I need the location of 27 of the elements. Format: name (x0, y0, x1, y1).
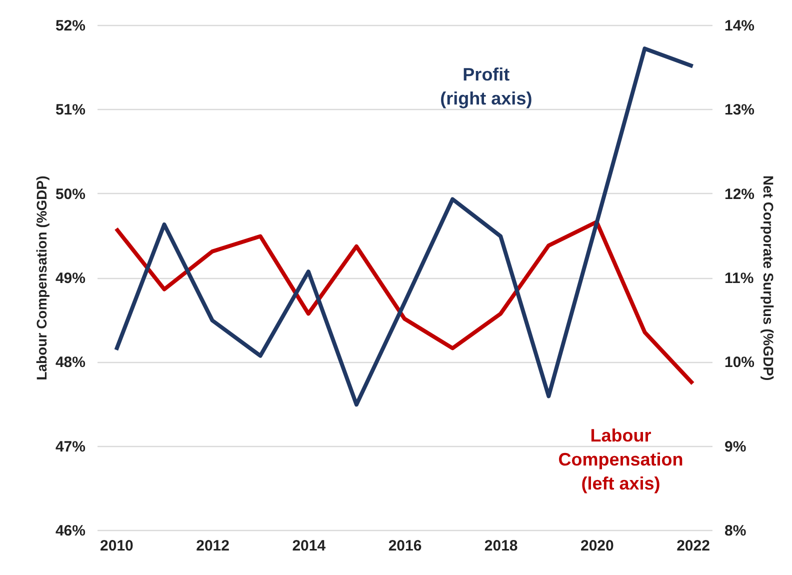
x-tick-label: 2012 (196, 538, 230, 554)
text: Profit (right axis) (440, 64, 532, 108)
x-tick-label: 2014 (292, 538, 326, 554)
x-tick-label: 2010 (100, 538, 134, 554)
line-series (114, 46, 695, 407)
line-series (114, 220, 695, 386)
y2-tick-label: 14% (724, 18, 755, 34)
y-tick-label: 47% (55, 438, 86, 456)
x-tick-label: 2022 (676, 538, 710, 554)
y2-axis-title: Net Corporate Surplus (%GDP) (760, 175, 777, 381)
text: Labour Compensation (left axis) (558, 426, 684, 494)
y2-tick-label: 8% (724, 522, 746, 540)
y-tick-label: 48% (55, 354, 86, 372)
y-tick-label: 50% (55, 186, 86, 203)
y2-tick-label: 12% (724, 186, 755, 203)
y-axis-title: Labour Compensation (%GDP) (33, 176, 50, 380)
x-tick-label: 2018 (484, 538, 518, 554)
y2-tick-label: 10% (724, 354, 755, 372)
y2-tick-label: 9% (724, 438, 746, 456)
y-tick-label: 52% (55, 18, 86, 34)
x-tick-label: 2020 (580, 538, 614, 554)
y2-tick-label: 11% (724, 270, 754, 287)
y-tick-label: 51% (55, 102, 86, 119)
y-tick-label: 49% (55, 270, 86, 287)
y-tick-label: 46% (55, 522, 86, 540)
x-tick-label: 2016 (388, 538, 422, 554)
y2-tick-label: 13% (724, 102, 755, 119)
